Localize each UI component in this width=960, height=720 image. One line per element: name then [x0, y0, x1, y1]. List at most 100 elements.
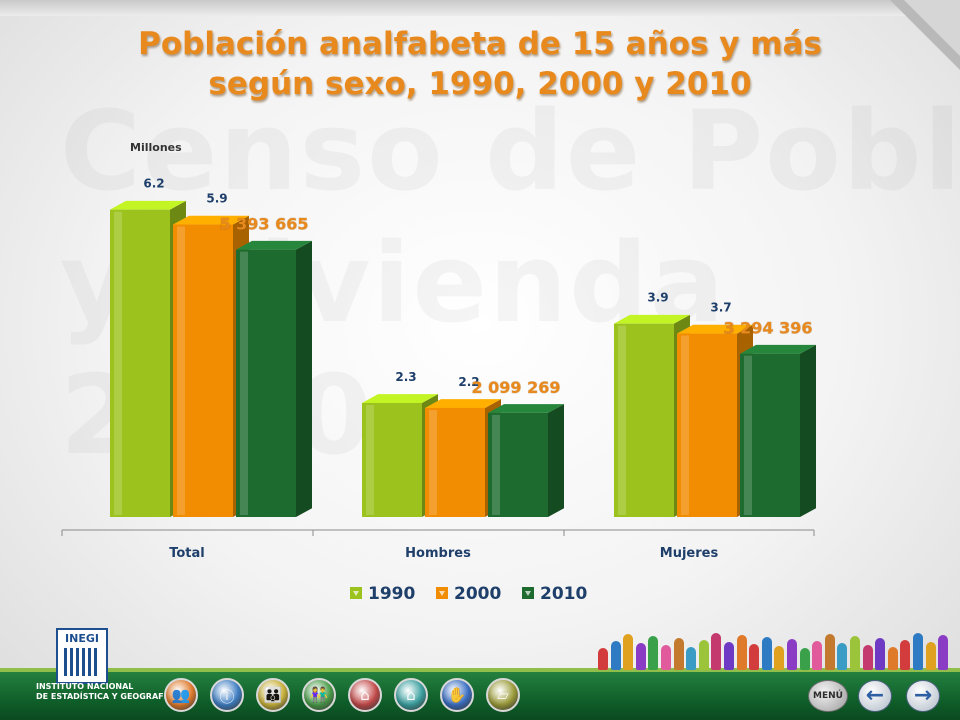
person-figure-icon	[787, 639, 797, 670]
person-figure-icon	[698, 640, 709, 670]
bar-highlight	[681, 335, 689, 515]
person-figure-icon	[661, 645, 671, 670]
data-label: 3.7	[710, 301, 731, 315]
legend-label-1990: 1990	[368, 584, 415, 604]
previous-button[interactable]: ←	[858, 680, 892, 712]
person-figure-icon	[824, 634, 835, 670]
legend: 1990 2000 2010	[350, 584, 587, 604]
inegi-logo-mark: INEGI	[56, 628, 108, 684]
person-figure-icon	[799, 648, 810, 670]
bar-front	[740, 353, 800, 517]
data-label: 5 393 665	[219, 215, 308, 234]
house-icon[interactable]: ⌂	[348, 678, 382, 712]
people-icon-glyph: 👫	[309, 686, 329, 704]
arrow-right-icon: →	[913, 683, 933, 708]
bar-side	[800, 344, 816, 517]
legend-marker-icon	[439, 591, 445, 596]
dwelling-icon-glyph: ⌂	[406, 686, 416, 704]
bars-layer: 6.2 5.9 5 393 665 2.3 2.22 099 269 3.9 3.7 3 29…	[110, 177, 816, 518]
top-strip	[0, 0, 960, 16]
map-icon-glyph: ▱	[497, 686, 509, 704]
bar-front	[173, 224, 233, 517]
bar-side	[548, 404, 564, 517]
people-icon[interactable]: 👫	[302, 678, 336, 712]
bar-highlight	[492, 414, 500, 515]
bar-highlight	[744, 355, 752, 515]
page-corner-inner	[904, 0, 960, 56]
bar-front	[425, 407, 485, 517]
legend-label-2000: 2000	[454, 584, 501, 604]
bar-highlight	[177, 226, 185, 515]
data-label: 3 294 396	[723, 319, 812, 338]
person-figure-icon	[673, 638, 684, 670]
legend-label-2010: 2010	[540, 584, 587, 604]
family-icon-glyph: 👪	[263, 686, 283, 704]
x-tick-label: Total	[169, 546, 205, 561]
person-figure-icon	[913, 633, 923, 670]
info-icon-glyph: ⓘ	[219, 688, 235, 706]
person-figure-icon	[711, 633, 722, 670]
person-figure-icon	[598, 648, 608, 670]
logo-caption: INSTITUTO NACIONAL DE ESTADÍSTICA Y GEOG…	[36, 682, 173, 702]
bar-front	[677, 333, 737, 517]
bar-highlight	[618, 325, 626, 515]
bar-front	[488, 412, 548, 517]
footer-bar	[0, 672, 960, 720]
person-figure-icon	[686, 647, 697, 670]
inegi-logo: INEGI INSTITUTO NACIONAL DE ESTADÍSTICA …	[36, 624, 173, 720]
menu-button[interactable]: MENÚ	[808, 680, 848, 712]
bar-front	[614, 323, 674, 517]
population-icon-glyph: 👥	[171, 686, 191, 704]
bar-total-2010	[236, 240, 312, 518]
person-figure-icon	[938, 635, 949, 670]
data-label: 5.9	[206, 192, 227, 206]
person-figure-icon	[648, 636, 659, 670]
arrow-left-icon: ←	[865, 683, 885, 708]
bar-top	[740, 344, 816, 354]
bar-top	[110, 200, 186, 210]
family-icon[interactable]: 👪	[256, 678, 290, 712]
person-figure-icon	[837, 643, 848, 670]
data-label: 2.2	[458, 375, 479, 389]
population-icon[interactable]: 👥	[164, 678, 198, 712]
info-icon[interactable]: ⓘ	[210, 678, 244, 712]
y-axis-label: Millones	[130, 141, 182, 154]
bar-hombres-2010	[488, 404, 564, 517]
data-label: 6.2	[143, 177, 164, 191]
person-figure-icon	[610, 641, 621, 670]
person-figure-icon	[812, 641, 823, 670]
person-figure-icon	[736, 635, 747, 670]
bar-highlight	[240, 251, 248, 515]
next-button[interactable]: →	[906, 680, 940, 712]
bar-top	[236, 240, 312, 250]
bar-side	[296, 240, 312, 518]
bar-front	[110, 209, 170, 517]
x-axis: Total Hombres Mujeres	[61, 530, 815, 561]
dwelling-icon[interactable]: ⌂	[394, 678, 428, 712]
person-figure-icon	[850, 636, 860, 670]
bar-top	[614, 314, 690, 324]
bar-highlight	[429, 409, 437, 515]
person-figure-icon	[635, 643, 646, 670]
bar-front	[236, 249, 296, 517]
hand-icon[interactable]: ✋	[440, 678, 474, 712]
person-figure-icon	[862, 645, 873, 670]
person-figure-icon	[900, 640, 911, 670]
people-illustration	[598, 630, 954, 670]
bar-mujeres-2010	[740, 344, 816, 517]
data-label: 2.3	[395, 370, 416, 384]
legend-marker-icon	[525, 591, 531, 596]
person-figure-icon	[875, 638, 886, 670]
data-label: 2 099 269	[471, 378, 560, 397]
map-icon[interactable]: ▱	[486, 678, 520, 712]
x-tick-label: Hombres	[405, 546, 471, 561]
person-figure-icon	[623, 634, 634, 670]
person-figure-icon	[724, 642, 734, 670]
logo-caption-line-1: INSTITUTO NACIONAL	[36, 682, 134, 691]
house-icon-glyph: ⌂	[360, 686, 370, 704]
chart-title: Población analfabeta de 15 años y más	[138, 26, 822, 62]
bar-front	[362, 402, 422, 517]
menu-label: MENÚ	[813, 691, 843, 701]
footer-accent-line	[0, 668, 960, 672]
person-figure-icon	[761, 637, 772, 670]
